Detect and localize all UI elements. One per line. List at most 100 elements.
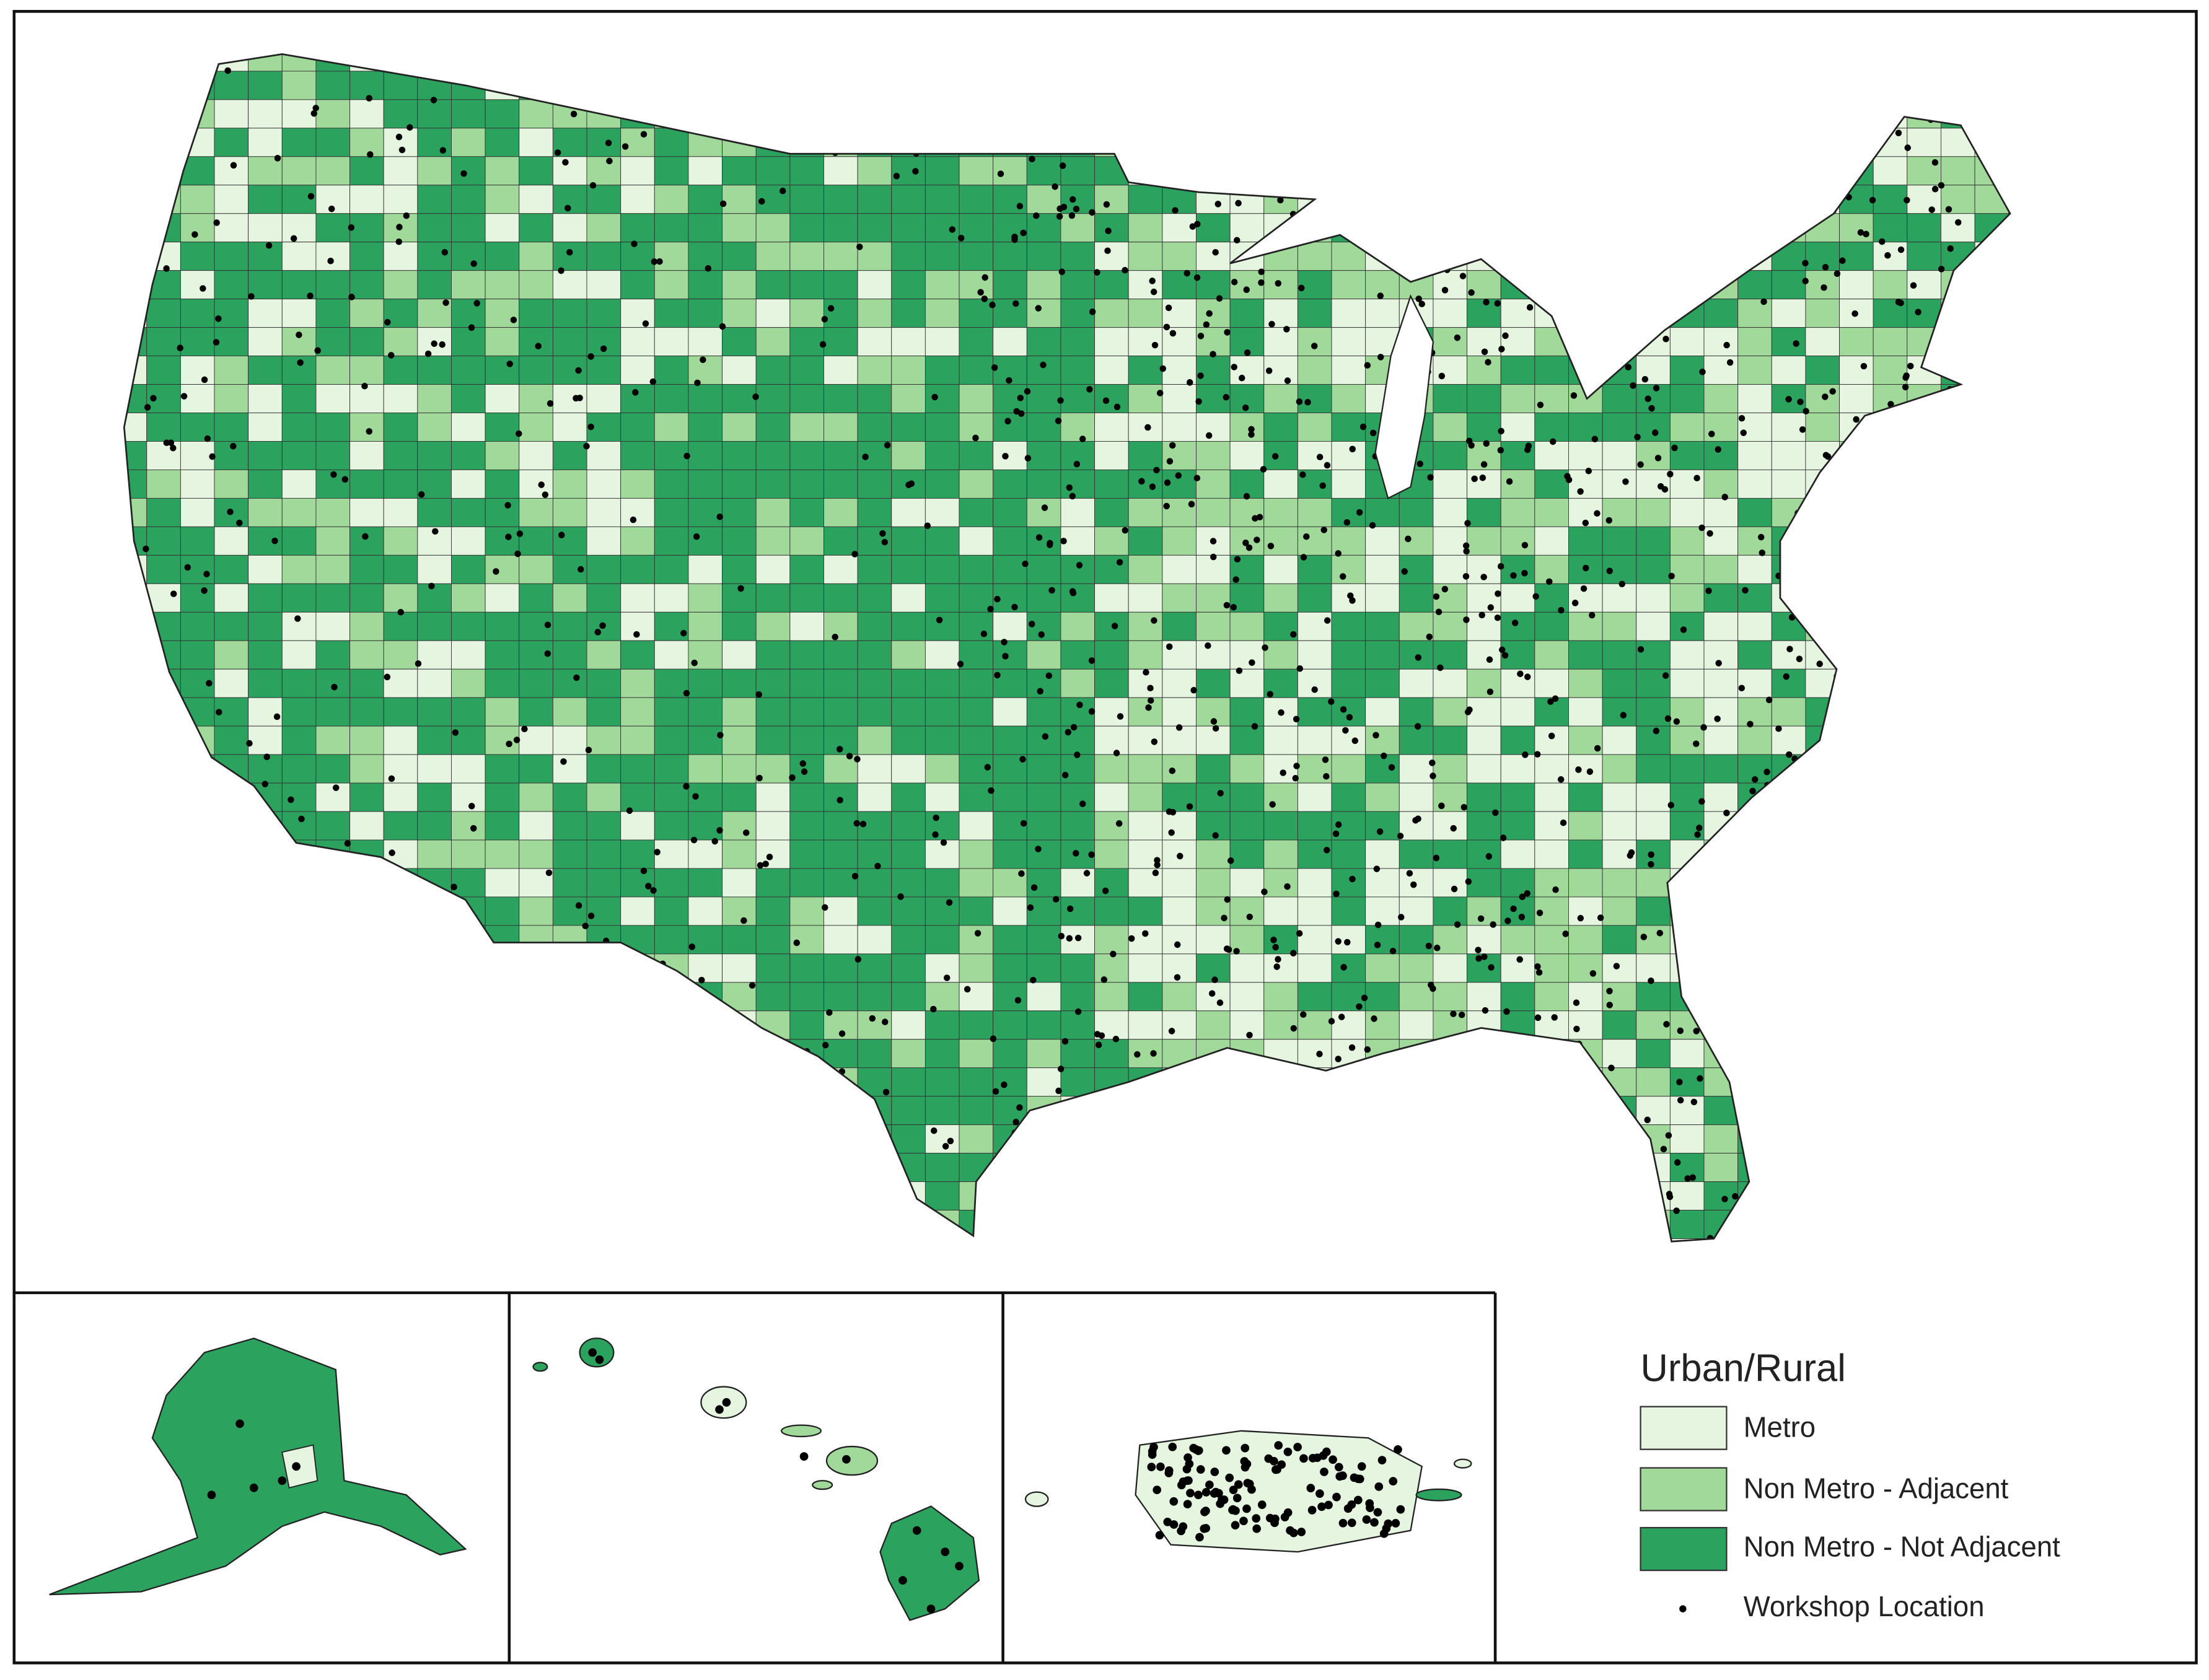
county — [654, 413, 689, 442]
county — [349, 526, 384, 556]
workshop-point — [1374, 942, 1381, 948]
workshop-point — [1057, 1065, 1065, 1072]
workshop-point — [838, 1030, 846, 1037]
legend-title: Urban/Rural — [1641, 1347, 1846, 1389]
county — [1263, 868, 1298, 898]
workshop-point — [1668, 572, 1675, 580]
county — [451, 697, 486, 727]
workshop-point — [1300, 1011, 1307, 1018]
county — [722, 413, 757, 442]
county — [1263, 441, 1298, 470]
county — [349, 384, 384, 413]
county — [349, 725, 384, 755]
workshop-point — [827, 305, 835, 312]
workshop-point — [1248, 431, 1255, 438]
county — [959, 1039, 994, 1069]
county — [1060, 156, 1096, 186]
workshop-point — [1547, 698, 1554, 705]
workshop-point — [1938, 182, 1945, 189]
workshop-point — [1046, 541, 1053, 548]
county — [1568, 782, 1603, 812]
county — [620, 583, 655, 613]
workshop-point — [216, 709, 222, 715]
workshop-point — [1022, 560, 1029, 567]
county — [959, 583, 994, 613]
county — [1703, 782, 1739, 812]
county — [349, 754, 384, 784]
county — [823, 384, 858, 413]
county — [891, 982, 926, 1012]
workshop-point — [1674, 1159, 1681, 1166]
workshop-point — [1361, 994, 1368, 1002]
workshop-point — [587, 353, 594, 360]
workshop-point — [1802, 278, 1809, 284]
county — [1636, 640, 1671, 670]
county — [1297, 327, 1332, 357]
county — [1669, 526, 1705, 556]
workshop-point — [1418, 300, 1425, 307]
workshop-point — [680, 629, 687, 637]
county — [1636, 356, 1671, 385]
workshop-point — [1030, 884, 1038, 891]
county — [620, 270, 655, 300]
workshop-point — [1169, 1520, 1179, 1529]
workshop-point — [1693, 475, 1700, 482]
workshop-point — [1018, 870, 1025, 877]
workshop-point — [1740, 429, 1747, 436]
legend-point — [1679, 1605, 1687, 1612]
county — [1534, 526, 1569, 556]
workshop-point — [361, 383, 368, 390]
workshop-point — [717, 732, 724, 738]
workshop-point — [1594, 745, 1601, 752]
workshop-point — [1244, 349, 1251, 356]
county — [315, 583, 351, 613]
county — [654, 185, 689, 214]
county — [1873, 327, 1908, 357]
county — [1907, 128, 1941, 157]
county — [993, 413, 1027, 442]
workshop-point — [991, 364, 998, 371]
county — [1094, 413, 1129, 442]
county — [1433, 611, 1468, 641]
county — [823, 896, 858, 926]
workshop-point — [1270, 1518, 1279, 1528]
county — [1026, 754, 1061, 784]
workshop-point — [1783, 673, 1790, 680]
county — [654, 611, 689, 641]
county — [248, 384, 283, 413]
county — [1873, 213, 1908, 243]
workshop-point — [1371, 1015, 1377, 1022]
county — [924, 327, 960, 357]
workshop-point — [912, 1526, 921, 1535]
workshop-point — [1501, 652, 1509, 659]
workshop-point — [762, 860, 769, 867]
county — [1467, 640, 1501, 670]
county — [891, 668, 926, 698]
county — [789, 725, 824, 755]
county — [993, 156, 1027, 186]
workshop-point — [1785, 396, 1792, 403]
county — [248, 668, 283, 698]
county — [959, 413, 994, 442]
workshop-point — [650, 887, 657, 894]
county — [1669, 356, 1705, 385]
county — [485, 413, 520, 442]
county — [1026, 925, 1061, 955]
county — [1703, 1124, 1739, 1154]
county — [1196, 1010, 1231, 1040]
workshop-point — [1931, 185, 1939, 193]
county — [789, 270, 824, 300]
workshop-point — [1169, 768, 1176, 774]
workshop-point — [1166, 458, 1174, 465]
county — [1568, 668, 1603, 698]
county — [519, 242, 553, 271]
county — [755, 554, 791, 584]
county — [146, 554, 181, 584]
workshop-point — [573, 674, 580, 681]
county — [959, 270, 994, 300]
county — [789, 611, 824, 641]
workshop-point — [1262, 644, 1268, 651]
county — [1196, 583, 1231, 613]
county — [383, 526, 418, 556]
county — [451, 156, 486, 186]
